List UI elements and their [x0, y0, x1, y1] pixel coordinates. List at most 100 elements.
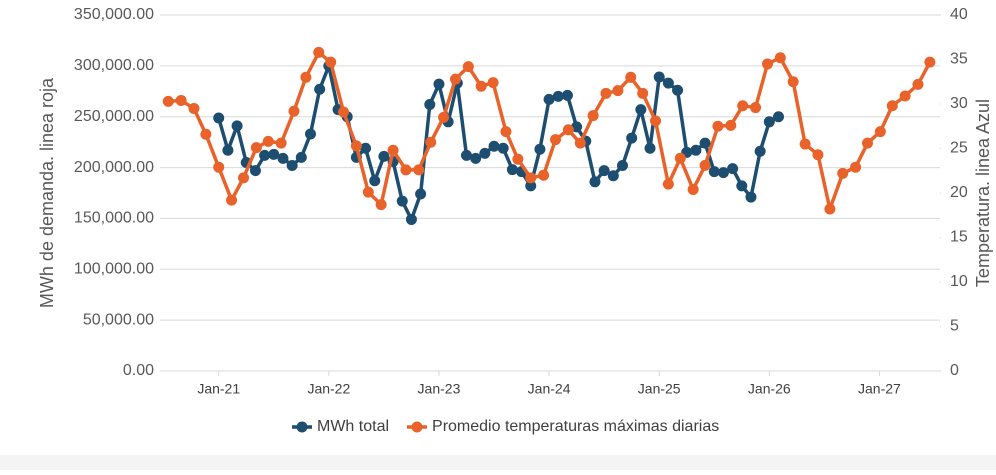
series-line [168, 50, 932, 211]
data-point [488, 140, 500, 152]
data-point [226, 194, 238, 206]
data-point [231, 120, 243, 132]
x-tick-label: Jan-21 [197, 381, 240, 397]
data-point [369, 175, 381, 187]
data-point [725, 119, 737, 131]
y2-tick-label: 25 [950, 140, 968, 157]
x-tick-label: Jan-27 [858, 381, 901, 397]
data-point [500, 126, 512, 138]
data-point [644, 142, 656, 154]
y2-tick-label: 35 [950, 51, 968, 68]
data-point [727, 163, 739, 175]
data-point [433, 78, 445, 90]
y2-tick-label: 0 [950, 362, 959, 379]
data-point [162, 95, 174, 107]
data-point [538, 169, 550, 181]
data-point [635, 104, 647, 116]
data-point [525, 172, 537, 184]
data-point [525, 180, 537, 192]
data-point [886, 100, 898, 112]
x-tick-label: Jan-24 [528, 381, 571, 397]
data-point [213, 112, 225, 124]
data-point [250, 142, 262, 154]
data-point [687, 183, 699, 195]
data-point [674, 152, 686, 164]
data-point [736, 180, 748, 192]
data-point [259, 149, 271, 161]
data-point [449, 73, 461, 85]
data-point [479, 147, 491, 159]
data-point [238, 172, 250, 184]
y2-tick-label: 5 [950, 318, 959, 335]
data-point [487, 77, 499, 89]
data-point [550, 134, 562, 146]
data-point [400, 164, 412, 176]
data-point [497, 142, 509, 154]
y2-tick-label: 10 [950, 273, 968, 290]
data-point [672, 84, 684, 96]
data-point [912, 78, 924, 90]
y-tick-label: 0.00 [123, 362, 154, 379]
data-point [295, 151, 307, 163]
y-tick-label: 200,000.00 [74, 159, 154, 176]
x-tick-label: Jan-22 [307, 381, 350, 397]
data-point [774, 52, 786, 64]
data-point [543, 93, 555, 105]
data-point [188, 102, 200, 114]
data-point [405, 213, 417, 225]
y-tick-label: 300,000.00 [74, 57, 154, 74]
y2-tick-label: 15 [950, 229, 968, 246]
data-point [598, 165, 610, 177]
data-point [850, 161, 862, 173]
y-axis-title: MWh de demanda. linea roja [37, 77, 57, 308]
data-point [415, 188, 427, 200]
data-point [424, 99, 436, 111]
data-point [300, 71, 312, 83]
data-point [375, 199, 387, 211]
data-point [589, 176, 601, 188]
data-point [612, 85, 624, 97]
data-point [799, 138, 811, 150]
y-tick-label: 250,000.00 [74, 108, 154, 125]
data-point [561, 89, 573, 101]
data-point [362, 186, 374, 198]
data-point [699, 137, 711, 149]
data-point [350, 140, 362, 152]
data-point [787, 76, 799, 88]
data-point [712, 120, 724, 132]
legend-label: MWh total [317, 418, 389, 435]
data-point [304, 128, 316, 140]
legend-marker [296, 421, 308, 433]
data-point [249, 165, 261, 177]
data-point [772, 111, 784, 123]
data-point [562, 124, 574, 136]
legend: MWh total Promedio temperaturas máximas d… [292, 418, 719, 435]
data-point [745, 191, 757, 203]
data-point [387, 144, 399, 156]
footer-band [0, 455, 996, 470]
y2-tick-label: 30 [950, 95, 968, 112]
data-point [763, 116, 775, 128]
data-point [360, 142, 372, 154]
data-point [512, 153, 524, 165]
x-tick-label: Jan-25 [638, 381, 681, 397]
data-point [616, 160, 628, 172]
data-point [708, 166, 720, 178]
data-point [396, 195, 408, 207]
data-point [378, 150, 390, 162]
data-point [750, 102, 762, 114]
data-point [653, 71, 665, 83]
data-point [625, 71, 637, 83]
data-point [574, 137, 586, 149]
x-tick-label: Jan-26 [748, 381, 791, 397]
data-point [862, 137, 874, 149]
y2-tick-label: 40 [950, 6, 968, 23]
x-tick-label: Jan-23 [418, 381, 461, 397]
data-point [824, 203, 836, 215]
data-point [506, 164, 518, 176]
data-point [534, 143, 546, 155]
y-tick-label: 100,000.00 [74, 261, 154, 278]
y-tick-label: 150,000.00 [74, 210, 154, 227]
